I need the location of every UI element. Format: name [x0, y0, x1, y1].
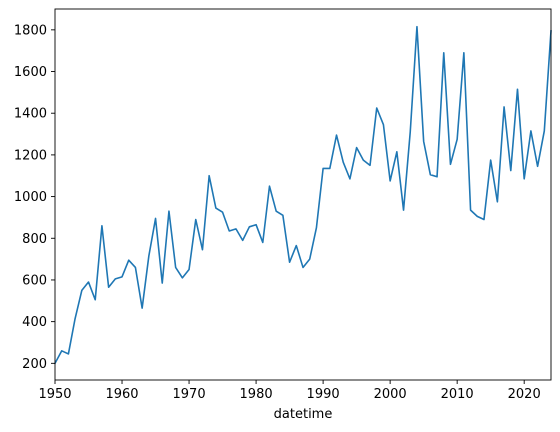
y-axis: 200 400 600 800 1000 1200 1400 1600 1800 — [14, 23, 55, 372]
plot-frame — [54, 8, 552, 381]
x-tick-label: 2000 — [374, 387, 407, 402]
y-tick-label: 1600 — [14, 65, 47, 80]
x-tick-label: 1990 — [307, 387, 340, 402]
y-tick-label: 1200 — [14, 148, 47, 163]
x-tick-label: 1960 — [105, 387, 138, 402]
x-tick-label: 1970 — [173, 387, 206, 402]
plot-area — [53, 8, 552, 381]
series-line-0 — [53, 25, 552, 365]
y-tick-label: 1800 — [14, 23, 47, 38]
x-axis-label: datetime — [274, 407, 333, 422]
y-tick-label: 1000 — [14, 190, 47, 205]
x-tick-label: 2020 — [508, 387, 541, 402]
y-tick-label: 400 — [22, 315, 47, 330]
x-tick-label: 1950 — [38, 387, 71, 402]
y-tick-label: 800 — [22, 232, 47, 247]
x-tick-label: 1980 — [240, 387, 273, 402]
y-tick-label: 200 — [22, 357, 47, 372]
y-tick-label: 600 — [22, 273, 47, 288]
x-axis: 1950 1960 1970 1980 1990 2000 2010 2020 — [38, 380, 541, 402]
y-tick-label: 1400 — [14, 107, 47, 122]
x-tick-label: 2010 — [441, 387, 474, 402]
